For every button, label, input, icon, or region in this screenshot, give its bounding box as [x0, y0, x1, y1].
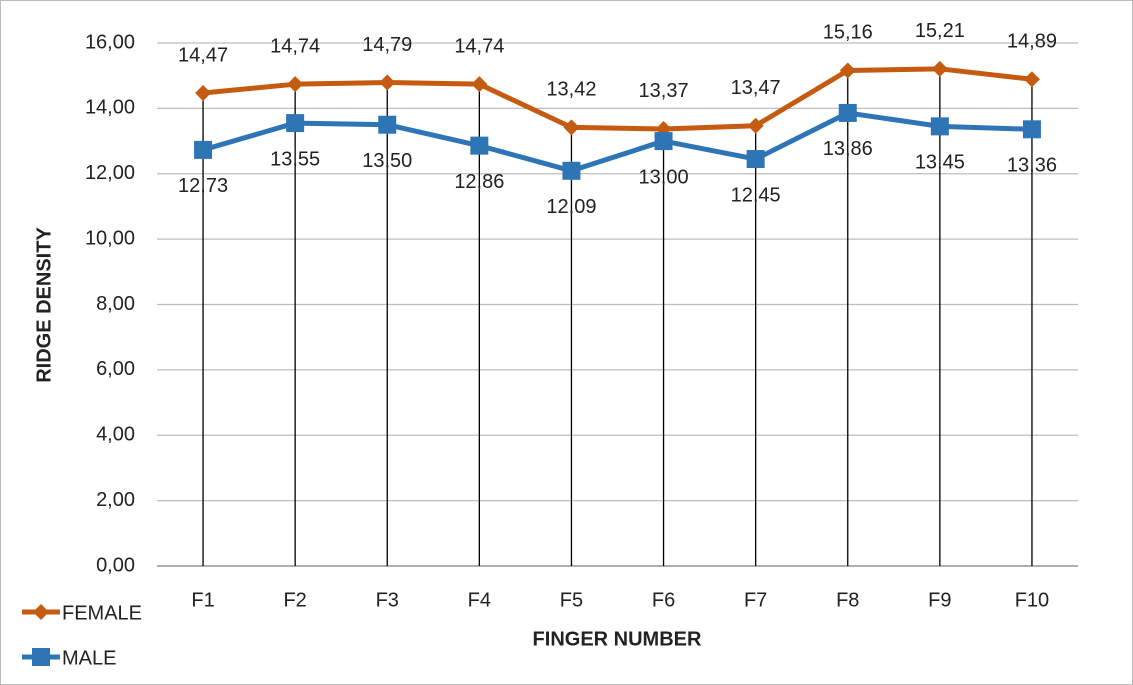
legend-marker: [32, 648, 50, 666]
y-tick-label: 6,00: [96, 358, 135, 380]
x-tick-label: F7: [744, 589, 767, 611]
data-label: 13,37: [639, 80, 689, 102]
point-marker: [194, 140, 213, 159]
y-axis-title: RIDGE DENSITY: [33, 227, 55, 383]
y-tick-label: 4,00: [96, 424, 135, 446]
data-label: 14,79: [362, 34, 412, 56]
point-marker: [287, 76, 304, 93]
data-label: 13,42: [546, 79, 596, 101]
data-label: 12,45: [731, 184, 781, 206]
data-label: 14,74: [270, 35, 320, 57]
data-label: 12,73: [178, 175, 228, 197]
data-label: 12,09: [546, 196, 596, 218]
point-marker: [378, 115, 397, 134]
point-marker: [930, 117, 949, 136]
data-label: 13,47: [731, 77, 781, 99]
y-tick-label: 10,00: [85, 227, 135, 249]
point-marker: [838, 103, 857, 122]
point-marker: [471, 76, 488, 93]
data-label: 13,36: [1007, 155, 1057, 177]
point-marker: [563, 119, 580, 136]
point-marker: [470, 136, 489, 155]
x-tick-label: F4: [468, 589, 491, 611]
data-label: 15,16: [823, 22, 873, 44]
data-label: 13,50: [362, 150, 412, 172]
point-marker: [1022, 120, 1041, 139]
x-tick-label: F5: [560, 589, 583, 611]
legend-label: FEMALE: [62, 602, 142, 624]
point-marker: [931, 60, 948, 77]
legend-marker: [33, 604, 49, 620]
x-tick-label: F8: [836, 589, 859, 611]
point-marker: [562, 161, 581, 180]
y-tick-label: 8,00: [96, 293, 135, 315]
data-label: 14,47: [178, 44, 228, 66]
x-tick-label: F9: [928, 589, 951, 611]
data-label: 14,74: [454, 35, 504, 57]
data-label: 15,21: [915, 20, 965, 42]
data-label: 13,55: [270, 148, 320, 170]
x-tick-label: F3: [376, 589, 399, 611]
y-tick-label: 2,00: [96, 489, 135, 511]
point-marker: [839, 62, 856, 79]
data-label: 14,89: [1007, 31, 1057, 53]
point-marker: [1023, 71, 1040, 88]
y-tick-label: 16,00: [85, 31, 135, 53]
legend-label: MALE: [62, 647, 116, 669]
data-label: 12,86: [454, 171, 504, 193]
y-tick-label: 14,00: [85, 97, 135, 119]
series-line: [202, 66, 1033, 132]
point-marker: [746, 150, 765, 169]
x-tick-label: F6: [652, 589, 675, 611]
point-marker: [654, 132, 673, 151]
x-tick-label: F10: [1015, 589, 1049, 611]
x-axis-title: FINGER NUMBER: [533, 628, 702, 650]
y-tick-label: 0,00: [96, 554, 135, 576]
x-tick-label: F2: [283, 589, 306, 611]
point-marker: [195, 85, 212, 102]
point-marker: [747, 117, 764, 134]
data-label: 13,00: [639, 166, 689, 188]
point-marker: [286, 114, 305, 133]
x-tick-label: F1: [191, 589, 214, 611]
point-marker: [379, 74, 396, 91]
series-line: [202, 110, 1033, 174]
data-label: 13,45: [915, 152, 965, 174]
y-tick-label: 12,00: [85, 162, 135, 184]
data-label: 13,86: [823, 138, 873, 160]
